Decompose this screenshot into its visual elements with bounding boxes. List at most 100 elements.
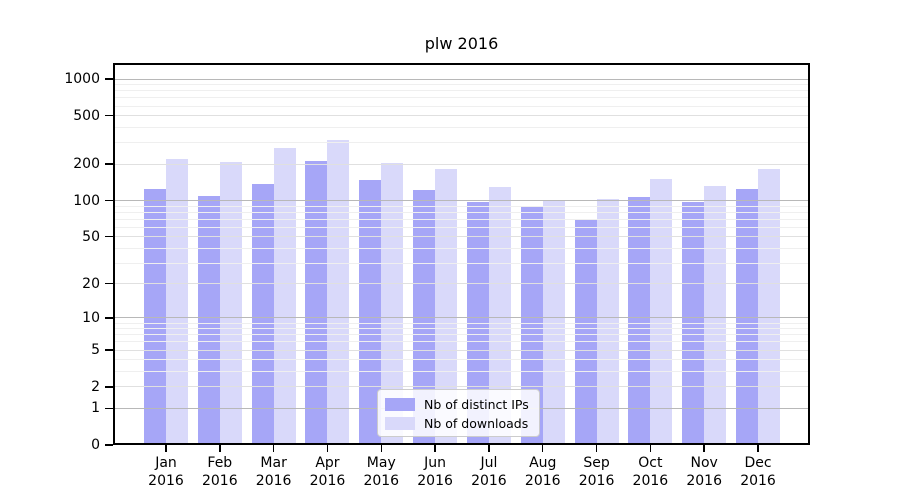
x-tick-label-line: 2016 xyxy=(148,473,184,489)
bar-distinct-ips-feb xyxy=(197,196,220,445)
gridline-minor xyxy=(113,226,810,228)
gridline-minor xyxy=(113,371,810,373)
x-tick xyxy=(703,445,705,452)
x-tick-label: Aug 2016 xyxy=(511,454,575,490)
bar-downloads-jun xyxy=(435,169,458,445)
plot-area xyxy=(113,63,810,445)
bar-downloads-jan xyxy=(166,159,188,445)
legend: Nb of distinct IPs Nb of downloads xyxy=(377,389,540,437)
x-tick-label-line: Dec xyxy=(744,455,772,471)
y-tick xyxy=(105,407,113,410)
x-tick-label-line: 2016 xyxy=(363,473,400,489)
x-tick-label-line: Jan xyxy=(155,455,177,471)
x-tick-label-line: 2016 xyxy=(471,473,507,489)
bar-downloads-mar xyxy=(273,148,296,445)
bar-downloads-jul xyxy=(488,186,511,445)
x-tick-label-line: 2016 xyxy=(201,473,238,489)
gridline-minor xyxy=(113,90,810,92)
legend-row: Nb of downloads xyxy=(378,414,539,433)
x-tick-label-line: 2016 xyxy=(524,473,561,489)
y-tick xyxy=(105,349,113,351)
legend-swatch-distinct-ips xyxy=(385,398,415,411)
x-tick-label: Dec 2016 xyxy=(726,454,790,490)
bar-downloads-dec xyxy=(758,169,781,445)
x-tick xyxy=(757,445,759,452)
x-tick-label: Oct 2016 xyxy=(618,454,682,490)
bar-downloads-apr xyxy=(327,139,350,445)
x-tick xyxy=(541,445,544,452)
x-tick-label: Jul 2016 xyxy=(457,454,521,490)
x-tick-label: Jun 2016 xyxy=(403,454,467,490)
x-tick-label: Jan 2016 xyxy=(134,454,198,490)
gridline-major xyxy=(113,200,810,202)
y-tick-label: 5 xyxy=(91,342,100,359)
gridline-minor xyxy=(113,218,810,220)
gridline-minor xyxy=(113,115,810,117)
x-tick-label: Feb 2016 xyxy=(188,454,252,490)
bar-distinct-ips-dec xyxy=(736,189,759,445)
y-tick-label: 0 xyxy=(91,437,100,453)
y-tick xyxy=(105,317,113,319)
gridline-major xyxy=(113,317,810,319)
y-tick xyxy=(105,163,113,165)
x-tick-label-line: 2016 xyxy=(632,473,669,489)
x-tick-label-line: Feb xyxy=(207,455,233,471)
y-tick-label: 10 xyxy=(82,309,100,326)
x-tick xyxy=(219,445,221,452)
x-tick-label-line: Apr xyxy=(315,455,340,471)
legend-row: Nb of distinct IPs xyxy=(378,395,539,414)
x-tick-label-line: Aug xyxy=(529,455,557,471)
gridline-minor xyxy=(113,247,810,249)
y-tick xyxy=(105,114,113,117)
x-tick xyxy=(326,445,329,452)
y-tick xyxy=(105,199,113,202)
bar-downloads-nov xyxy=(704,185,727,445)
legend-label-distinct-ips: Nb of distinct IPs xyxy=(424,397,529,412)
x-tick-label: May 2016 xyxy=(349,454,413,490)
gridline-minor xyxy=(113,126,810,128)
y-tick xyxy=(105,78,113,80)
x-tick-label-line: Oct xyxy=(638,455,663,471)
y-tick xyxy=(105,282,113,285)
x-tick-label-line: Jul xyxy=(480,455,498,471)
bar-distinct-ips-oct xyxy=(628,197,651,445)
x-tick-label-line: May xyxy=(366,455,396,471)
x-tick xyxy=(488,445,490,452)
y-tick-label: 100 xyxy=(73,192,100,209)
x-tick-label-line: 2016 xyxy=(309,473,346,489)
gridline-minor xyxy=(113,334,810,336)
x-tick-label-line: 2016 xyxy=(740,473,776,489)
gridline-minor xyxy=(113,322,810,324)
y-tick-label: 20 xyxy=(82,275,100,292)
x-tick-label-line: 2016 xyxy=(578,473,615,489)
x-tick-label: Nov 2016 xyxy=(672,454,736,490)
y-tick-label: 1 xyxy=(91,400,100,417)
gridline-minor xyxy=(113,142,810,144)
gridline-minor xyxy=(113,283,810,285)
bar-downloads-sep xyxy=(596,199,619,445)
x-tick-label: Sep 2016 xyxy=(565,454,629,490)
bar-distinct-ips-mar xyxy=(251,184,274,445)
y-tick-label: 500 xyxy=(73,107,100,124)
bar-distinct-ips-aug xyxy=(520,207,543,445)
gridline-minor xyxy=(113,105,810,107)
x-tick-label: Mar 2016 xyxy=(242,454,306,490)
chart-title: plw 2016 xyxy=(424,34,499,53)
bar-distinct-ips-jan xyxy=(144,188,166,445)
gridline-minor xyxy=(113,341,810,343)
x-tick xyxy=(595,445,598,452)
gridline-minor xyxy=(113,386,810,388)
gridline-minor xyxy=(113,205,810,207)
x-tick-label-line: 2016 xyxy=(255,473,292,489)
gridline-minor xyxy=(113,262,810,264)
legend-swatch-downloads xyxy=(385,417,415,430)
x-tick-label-line: Nov xyxy=(690,455,718,471)
x-tick xyxy=(272,445,275,452)
gridline-minor xyxy=(113,359,810,361)
y-tick-label: 1000 xyxy=(64,71,100,88)
gridline-major xyxy=(113,78,810,80)
x-tick xyxy=(649,445,652,452)
gridline-minor xyxy=(113,97,810,99)
gridline-minor xyxy=(113,84,810,86)
